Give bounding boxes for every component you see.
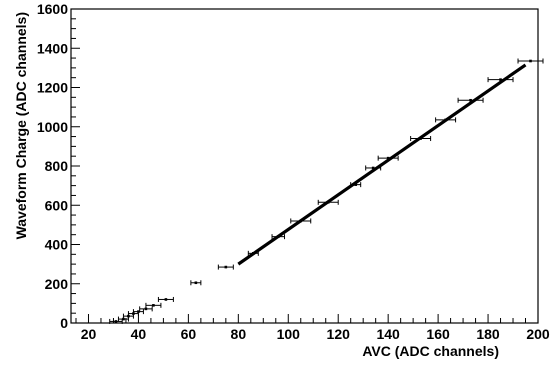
x-tick-label: 160 bbox=[426, 326, 450, 342]
x-axis-ticks: 20 40 60 80 100 120 140 160 180 200 bbox=[75, 314, 550, 342]
data-point-group bbox=[217, 264, 234, 270]
x-tick-label: 200 bbox=[526, 326, 550, 342]
data-point bbox=[386, 156, 390, 160]
data-point bbox=[224, 265, 228, 269]
y-tick-label: 200 bbox=[45, 276, 69, 292]
data-point bbox=[469, 98, 472, 102]
data-point bbox=[122, 317, 125, 321]
x-tick-label: 20 bbox=[81, 326, 97, 342]
data-point bbox=[114, 320, 118, 323]
y-tick-label: 400 bbox=[45, 237, 69, 253]
x-axis-label: AVC (ADC channels) bbox=[362, 343, 499, 359]
y-tick-label: 1000 bbox=[37, 119, 68, 135]
data-point bbox=[152, 304, 155, 307]
data-point-group bbox=[517, 58, 544, 64]
data-point bbox=[144, 307, 148, 311]
x-tick-label: 120 bbox=[327, 326, 351, 342]
data-point-group bbox=[157, 296, 174, 302]
y-tick-label: 600 bbox=[45, 197, 69, 213]
data-point bbox=[326, 201, 330, 204]
data-point bbox=[371, 166, 375, 170]
y-tick-label: 800 bbox=[45, 158, 69, 174]
data-point-group bbox=[350, 182, 362, 188]
data-point-group bbox=[190, 280, 202, 286]
data-point bbox=[137, 310, 140, 313]
data-point-group bbox=[487, 77, 514, 83]
data-point-group bbox=[435, 117, 457, 123]
fit-line-group bbox=[237, 63, 527, 266]
x-tick-label: 40 bbox=[131, 326, 147, 342]
data-point-group bbox=[139, 306, 153, 312]
y-tick-label: 1600 bbox=[37, 1, 68, 17]
data-point-group bbox=[247, 250, 259, 256]
x-tick-label: 80 bbox=[231, 326, 247, 342]
data-point-group bbox=[377, 155, 399, 161]
y-axis-ticks: 0 200 400 600 800 1000 1200 1400 1600 bbox=[37, 1, 80, 331]
data-point-group bbox=[132, 309, 144, 315]
data-point bbox=[299, 219, 303, 223]
data-point-group bbox=[410, 136, 432, 142]
data-point bbox=[164, 298, 168, 301]
data-point-group bbox=[271, 234, 286, 240]
data-point bbox=[127, 314, 130, 318]
data-point bbox=[194, 281, 198, 285]
data-point bbox=[354, 183, 357, 186]
x-tick-label: 60 bbox=[181, 326, 197, 342]
data-points bbox=[109, 58, 544, 324]
data-point-group bbox=[145, 302, 162, 308]
data-point-group bbox=[317, 199, 339, 205]
x-tick-label: 100 bbox=[277, 326, 301, 342]
data-point-group bbox=[290, 218, 312, 224]
data-point bbox=[499, 78, 502, 81]
data-point bbox=[252, 252, 255, 255]
data-point bbox=[419, 137, 422, 140]
y-axis-label: Waveform Charge (ADC channels) bbox=[13, 12, 29, 239]
data-point bbox=[529, 59, 532, 63]
data-point bbox=[444, 118, 447, 122]
x-tick-label: 180 bbox=[476, 326, 500, 342]
data-point-group bbox=[457, 97, 484, 103]
data-point-group bbox=[365, 165, 382, 171]
fit-line bbox=[237, 63, 527, 266]
y-tick-label: 1200 bbox=[37, 80, 68, 96]
y-tick-label: 1400 bbox=[37, 40, 68, 56]
y-tick-label: 0 bbox=[60, 315, 68, 331]
data-point bbox=[276, 235, 280, 238]
x-tick-label: 140 bbox=[376, 326, 400, 342]
